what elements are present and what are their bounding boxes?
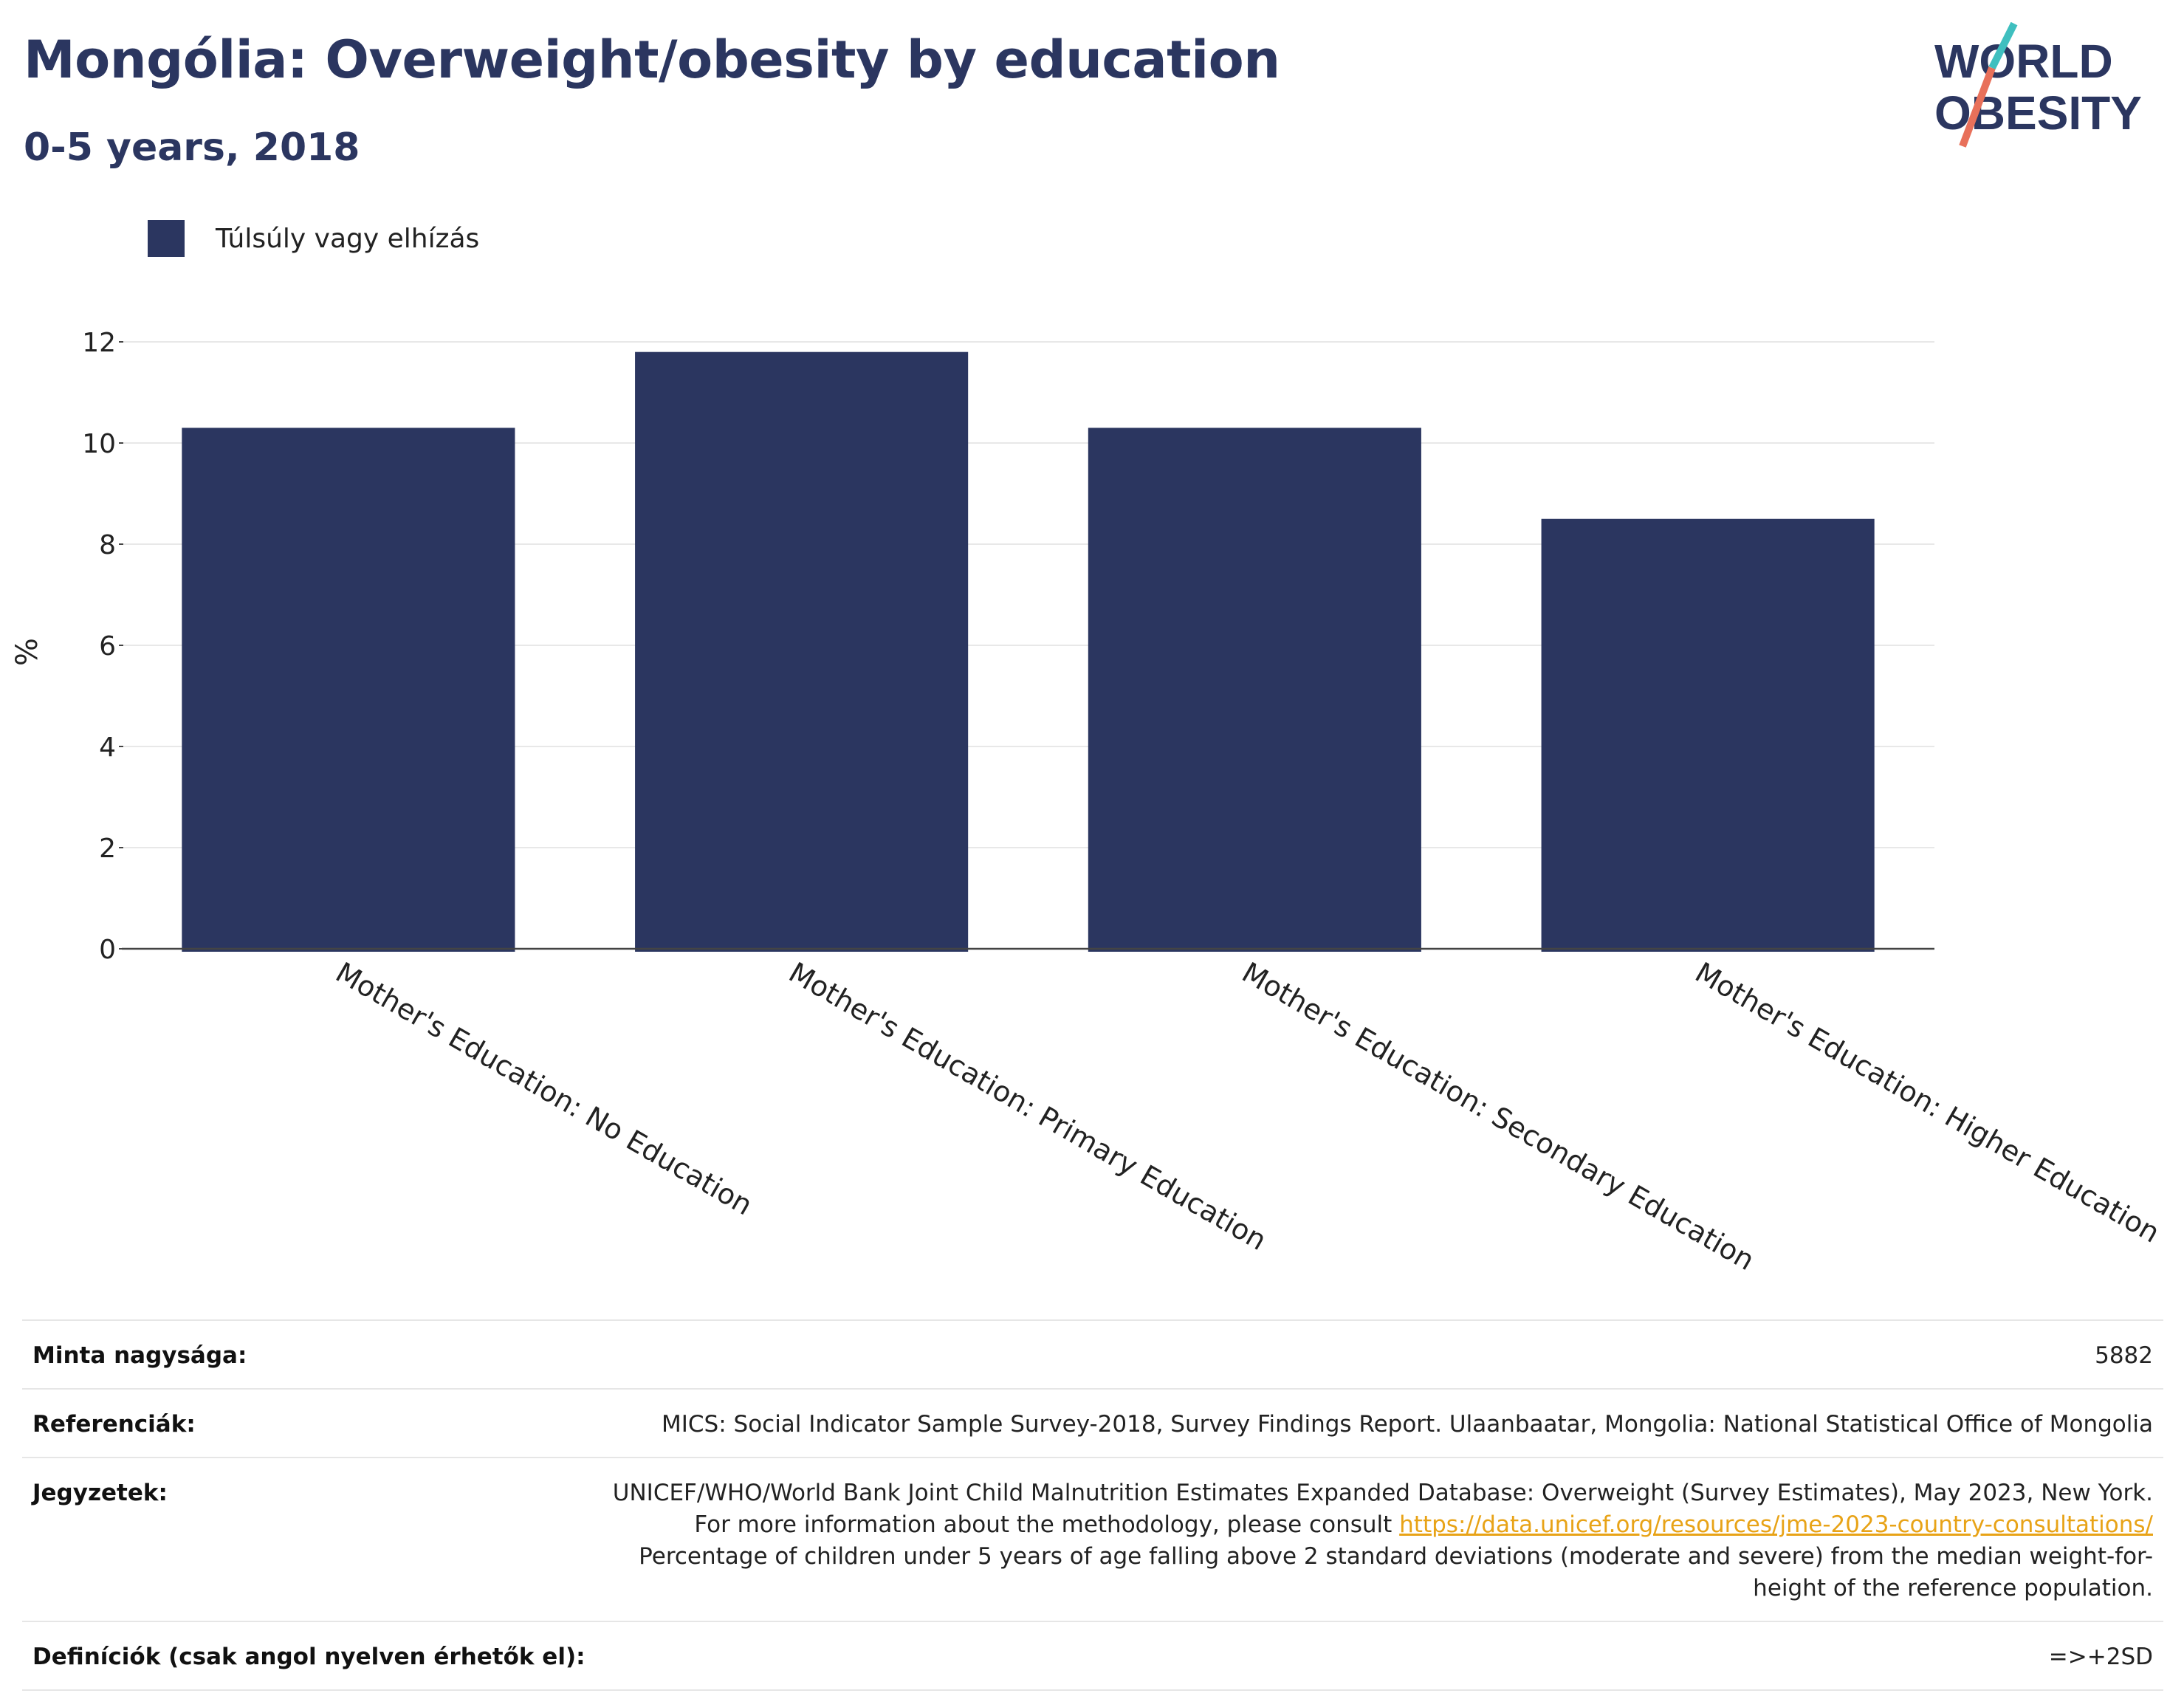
info-row-sample: Minta nagysága: 5882 — [22, 1319, 2163, 1388]
methodology-link[interactable]: https://data.unicef.org/resources/jme-20… — [1399, 1511, 2153, 1538]
legend-swatch — [148, 220, 185, 257]
bar[interactable] — [635, 351, 969, 952]
info-table: Minta nagysága: 5882 Referenciák: MICS: … — [22, 1319, 2163, 1691]
info-row-notes: Jegyzetek: UNICEF/WHO/World Bank Joint C… — [22, 1457, 2163, 1621]
notes-label: Jegyzetek: — [32, 1480, 168, 1506]
definitions-label: Definíciók (csak angol nyelven érhetők e… — [32, 1644, 586, 1670]
bar[interactable] — [182, 428, 515, 952]
world-obesity-logo: WORLD OBESITY — [1934, 22, 2142, 148]
y-tick-label: 0 — [99, 935, 116, 965]
notes-definition-text: Percentage of children under 5 years of … — [639, 1543, 2153, 1601]
bar[interactable] — [1088, 428, 1421, 952]
chart-title: Mongólia: Overweight/obesity by educatio… — [24, 30, 1280, 90]
logo-slash-coral — [1959, 66, 1996, 148]
legend[interactable]: Túlsúly vagy elhízás — [148, 220, 479, 257]
info-row-definitions: Definíciók (csak angol nyelven érhetők e… — [22, 1621, 2163, 1691]
bar[interactable] — [1541, 518, 1875, 952]
info-row-references: Referenciák: MICS: Social Indicator Samp… — [22, 1388, 2163, 1457]
y-tick-label: 2 — [99, 834, 116, 864]
y-tick-label: 6 — [99, 631, 116, 662]
y-tick-label: 8 — [99, 530, 116, 560]
bar-chart: 0 2 4 6 8 10 12 Mother's Education: No Educatio… — [82, 328, 2166, 1277]
y-tick-label: 4 — [99, 732, 116, 763]
logo-word-world: WORLD — [1934, 35, 2113, 88]
notes-text: UNICEF/WHO/World Bank Joint Child Malnut… — [612, 1480, 2153, 1538]
y-tick-label: 10 — [82, 429, 116, 459]
sample-size-label: Minta nagysága: — [32, 1342, 247, 1369]
definitions-value: =>+2SD — [2048, 1644, 2153, 1670]
y-tick-label: 12 — [82, 328, 116, 358]
chart-subtitle: 0-5 years, 2018 — [24, 126, 360, 170]
notes-value: UNICEF/WHO/World Bank Joint Child Malnut… — [602, 1477, 2153, 1604]
references-value: MICS: Social Indicator Sample Survey-201… — [662, 1411, 2153, 1438]
legend-label: Túlsúly vagy elhízás — [216, 223, 480, 254]
logo-slash-teal — [1988, 22, 2018, 70]
x-tick-label: Mother's Education: Primary Education — [783, 956, 1272, 1257]
x-tick-label: Mother's Education: Higher Education — [1690, 956, 2166, 1249]
references-label: Referenciák: — [32, 1411, 196, 1438]
x-tick-label: Mother's Education: Secondary Education — [1237, 956, 1760, 1277]
x-tick-label: Mother's Education: No Education — [330, 956, 758, 1222]
sample-size-value: 5882 — [2095, 1342, 2153, 1369]
